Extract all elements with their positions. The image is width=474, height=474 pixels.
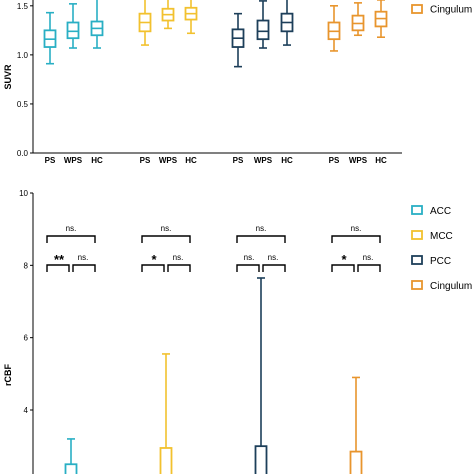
legend-swatch — [411, 280, 423, 290]
significance-bracket — [357, 264, 381, 272]
significance-label: ns. — [173, 253, 184, 262]
suvr-panel: 0.0 0.5 1.0 1.5 SUVR PS WPS HC PS WPS HC PS WPS HC PS W… — [3, 0, 402, 165]
y-tick-label: 1.0 — [17, 51, 29, 60]
significance-label: ns. — [351, 224, 362, 233]
box — [66, 21, 80, 40]
legend-bottom: ACC MCC PCC Cingulum — [411, 205, 472, 292]
y-tick-label: 0.5 — [17, 100, 29, 109]
legend-label: Cingulum — [430, 281, 472, 292]
group-label: HC — [281, 156, 293, 165]
box — [159, 447, 173, 474]
legend-top: Cingulum — [411, 4, 472, 16]
group-label: HC — [91, 156, 103, 165]
significance-label: ** — [54, 252, 65, 267]
significance-bracket — [236, 264, 260, 272]
significance-label: ns. — [161, 224, 172, 233]
significance-label: * — [341, 252, 347, 267]
legend-swatch — [411, 205, 423, 215]
group-label: PS — [233, 156, 244, 165]
y-tick-label: 6 — [24, 334, 29, 343]
group-label: PS — [329, 156, 340, 165]
y-tick-label: 1.5 — [17, 2, 29, 11]
group-label: WPS — [64, 156, 83, 165]
group-label: WPS — [254, 156, 273, 165]
rcbf-panel: 4 6 8 10 rCBF ns. ** ns. ns. * ns. ns. ns. ns. ns. * ns. — [3, 189, 381, 474]
legend-swatch — [411, 255, 423, 265]
box — [256, 19, 270, 41]
box — [349, 450, 363, 474]
box — [254, 445, 268, 474]
y-axis-title: SUVR — [3, 64, 13, 90]
significance-bracket — [46, 264, 70, 272]
significance-bracket — [331, 235, 381, 243]
group-label: HC — [375, 156, 387, 165]
significance-label: ns. — [363, 253, 374, 262]
legend-label: PCC — [430, 256, 451, 267]
significance-label: * — [151, 252, 157, 267]
significance-label: ns. — [66, 224, 77, 233]
y-tick-label: 0.0 — [17, 149, 29, 158]
legend-label: MCC — [430, 231, 453, 242]
legend-swatch — [411, 230, 423, 240]
significance-label: ns. — [256, 224, 267, 233]
significance-bracket — [141, 235, 191, 243]
significance-label: ns. — [268, 253, 279, 262]
group-label: WPS — [159, 156, 178, 165]
group-label: HC — [185, 156, 197, 165]
legend-swatch — [411, 4, 423, 14]
significance-label: ns. — [78, 253, 89, 262]
group-label: PS — [45, 156, 56, 165]
legend-label: Cingulum — [430, 5, 472, 16]
legend-label: ACC — [430, 206, 451, 217]
box — [64, 463, 78, 474]
significance-bracket — [72, 264, 96, 272]
group-label: WPS — [349, 156, 368, 165]
significance-bracket — [331, 264, 355, 272]
significance-bracket — [236, 235, 286, 243]
y-tick-label: 8 — [24, 261, 29, 270]
group-label: PS — [140, 156, 151, 165]
significance-bracket — [46, 235, 96, 243]
y-axis-title: rCBF — [3, 363, 13, 386]
y-tick-label: 10 — [19, 189, 28, 198]
y-tick-label: 4 — [24, 406, 29, 415]
significance-label: ns. — [244, 253, 255, 262]
significance-bracket — [262, 264, 286, 272]
significance-bracket — [141, 264, 165, 272]
significance-bracket — [167, 264, 191, 272]
